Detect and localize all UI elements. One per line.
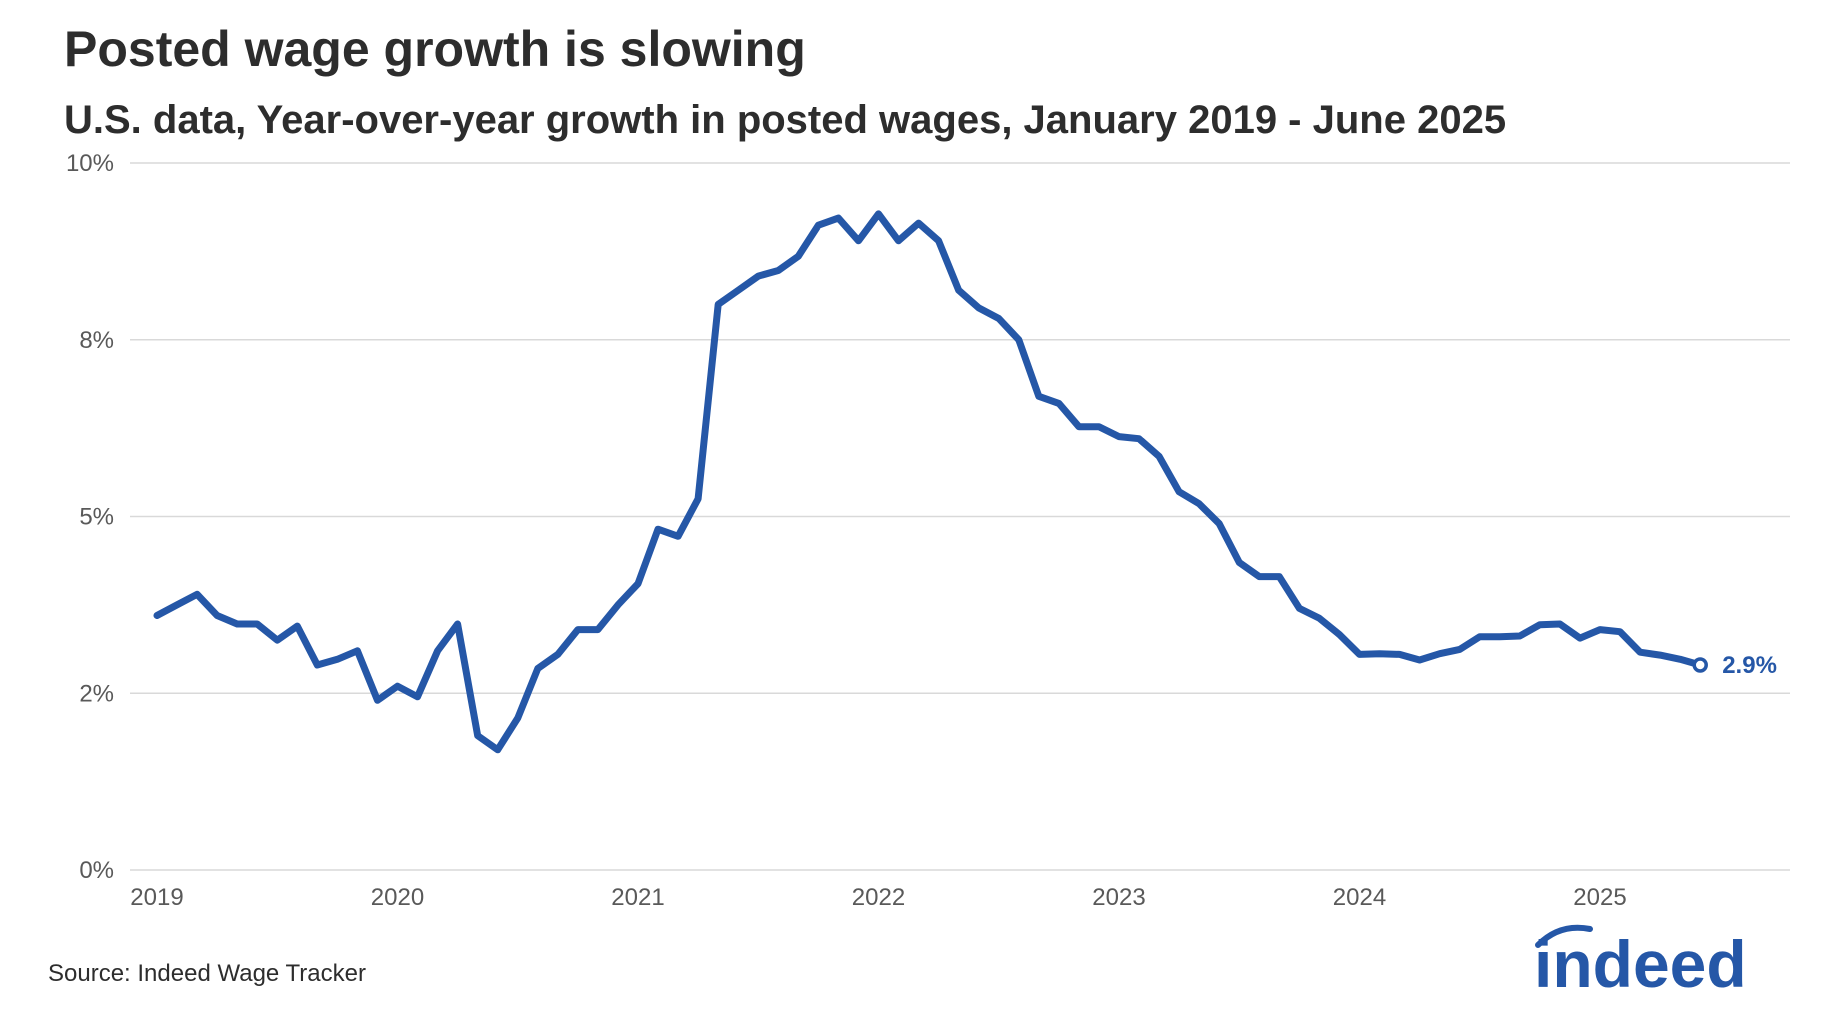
y-tick-label: 10% (66, 150, 114, 177)
y-tick-label: 0% (79, 857, 114, 884)
gridlines (130, 162, 1790, 871)
chart-subtitle: U.S. data, Year-over-year growth in post… (64, 98, 1507, 142)
end-point-marker (1692, 657, 1708, 673)
x-tick-label: 2025 (1573, 884, 1626, 911)
x-axis: 2019 2020 2021 2022 2023 2024 2025 (130, 884, 1626, 911)
series-line (153, 210, 1704, 754)
y-tick-label: 8% (79, 327, 114, 354)
logo-wordmark: indeed (1534, 927, 1747, 995)
x-tick-label: 2021 (611, 884, 664, 911)
x-tick-label: 2023 (1092, 884, 1145, 911)
source-note: Source: Indeed Wage Tracker (48, 960, 366, 987)
x-tick-label: 2022 (852, 884, 905, 911)
y-tick-label: 2% (79, 680, 114, 707)
x-tick-label: 2020 (371, 884, 424, 911)
chart-title: Posted wage growth is slowing (64, 21, 806, 77)
indeed-logo: indeed (1534, 924, 1747, 995)
y-tick-label: 5% (79, 504, 114, 531)
x-tick-label: 2019 (130, 884, 183, 911)
y-axis: 0% 2% 5% 8% 10% (66, 150, 114, 884)
end-value-label: 2.9% (1722, 652, 1777, 679)
logo-arc-icon (1535, 924, 1593, 948)
x-tick-label: 2024 (1333, 884, 1386, 911)
series-layer: 2.9% (153, 210, 1777, 754)
